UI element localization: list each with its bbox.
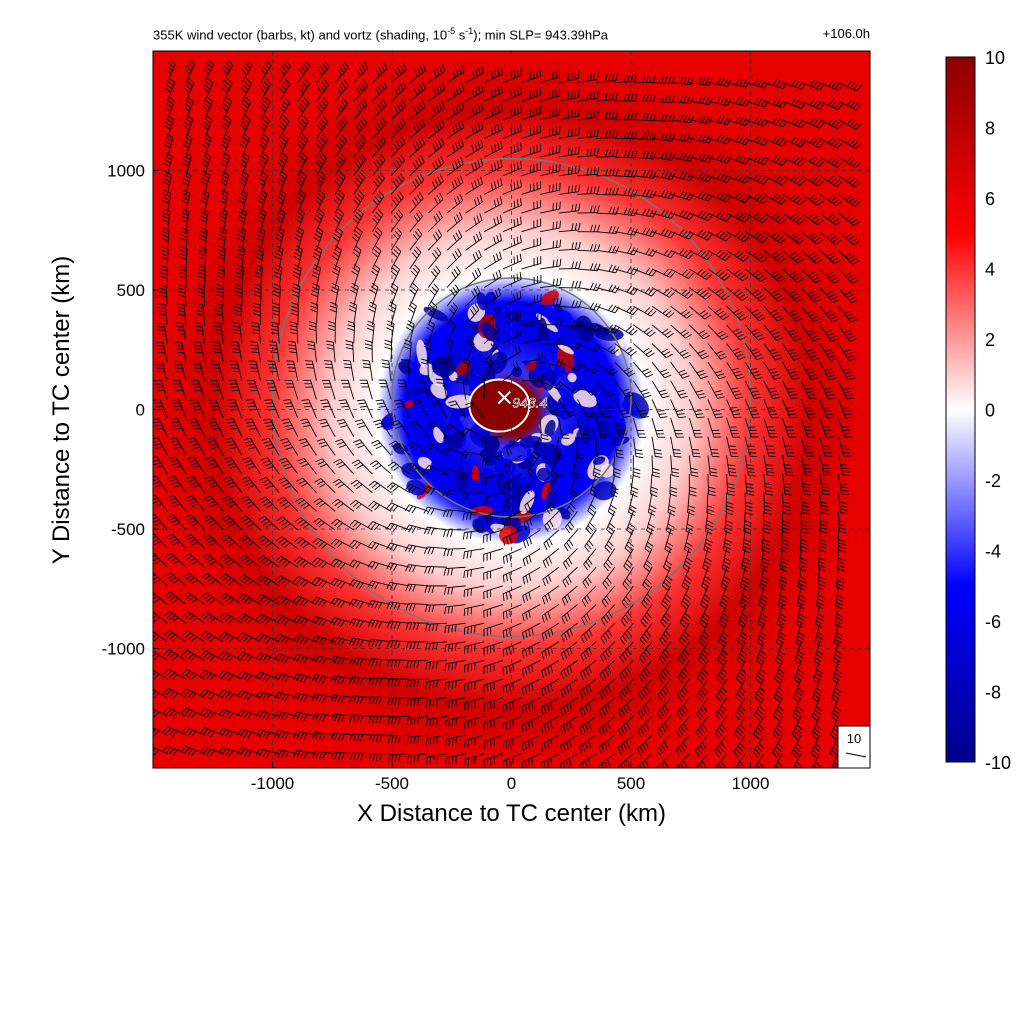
x-tick-label: -1000 [251, 774, 294, 793]
x-tick-label: 500 [617, 774, 645, 793]
min-slp-label: 943.4 [512, 395, 547, 411]
y-tick-label: -500 [111, 520, 145, 539]
barb-reference-box: 10 [838, 726, 870, 768]
colorbar-tick-label: 2 [985, 330, 995, 350]
y-tick-label: 500 [117, 281, 145, 300]
x-tick-label: 0 [507, 774, 516, 793]
colorbar-tick-label: 8 [985, 119, 995, 139]
x-tick-label: -500 [375, 774, 409, 793]
colorbar [946, 57, 975, 762]
colorbar-tick-label: -2 [985, 471, 1001, 491]
x-axis-label: X Distance to TC center (km) [153, 800, 870, 828]
colorbar-tick-label: -4 [985, 542, 1001, 562]
y-tick-label: -1000 [102, 640, 145, 659]
colorbar-tick-label: 10 [985, 48, 1005, 68]
colorbar-tick-label: 4 [985, 260, 995, 280]
reference-barb-label: 10 [847, 731, 861, 746]
forecast-time: +106.0h [823, 26, 870, 41]
chart-title: 355K wind vector (barbs, kt) and vortz (… [153, 26, 608, 42]
colorbar-ticks: 10 8 6 4 2 0 -2 -4 -6 -8 -10 [985, 48, 1011, 773]
colorbar-tick-label: -10 [985, 753, 1011, 773]
y-axis-label: Y Distance to TC center (km) [48, 256, 76, 565]
colorbar-tick-label: 0 [985, 401, 995, 421]
x-tick-label: 1000 [732, 774, 770, 793]
y-axis-ticks: -1000 -500 0 500 1000 [102, 162, 159, 659]
colorbar-tick-label: 6 [985, 189, 995, 209]
colorbar-tick-label: -6 [985, 612, 1001, 632]
y-tick-label: 0 [136, 401, 145, 420]
colorbar-tick-label: -8 [985, 683, 1001, 703]
y-tick-label: 1000 [107, 162, 145, 181]
